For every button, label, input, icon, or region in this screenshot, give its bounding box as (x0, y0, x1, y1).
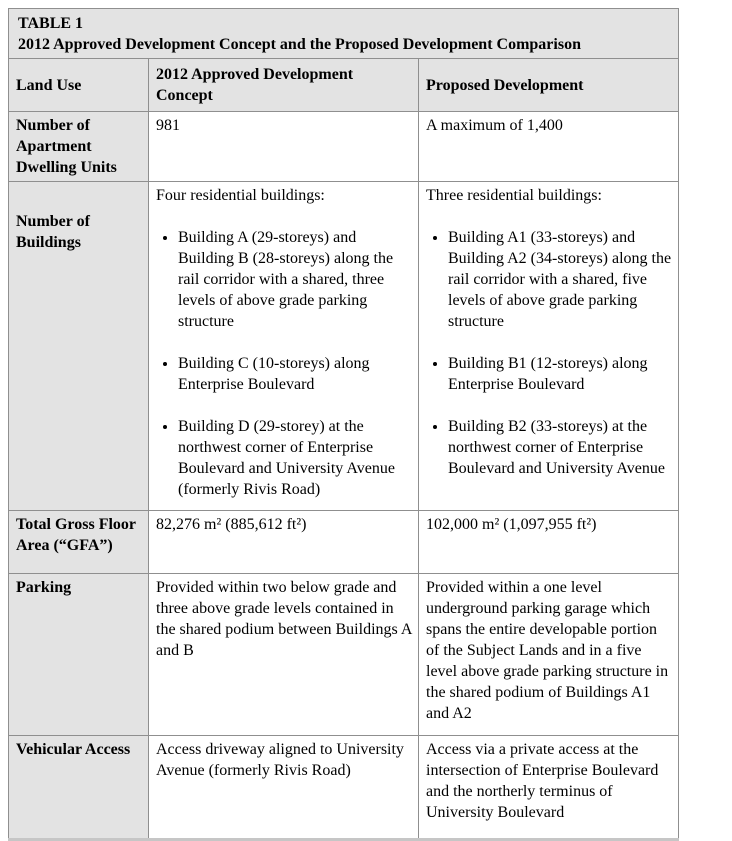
column-header-land-use: Land Use (8, 58, 149, 112)
table-row-parking: Parking Provided within two below grade … (8, 573, 680, 736)
table-header-row: Land Use 2012 Approved Development Conce… (8, 58, 680, 112)
proposed-cell-gross-floor-area: 102,000 m² (1,097,955 ft²) (417, 510, 680, 574)
proposed-buildings-intro: Three residential buildings: (426, 187, 602, 204)
proposed-cell-number-of-buildings: Three residential buildings: Building A1… (417, 181, 680, 511)
proposed-buildings-bullet-list: Building A1 (33-storeys) and Building A2… (426, 227, 672, 479)
row-label-vehicular-access: Vehicular Access (8, 735, 149, 840)
proposed-cell-vehicular-access: Access via a private access at the inter… (417, 735, 680, 840)
proposed-cell-parking: Provided within a one level underground … (417, 573, 680, 736)
row-label-parking: Parking (8, 573, 149, 736)
bullet-item: Building B1 (12-storeys) along Enterpris… (448, 353, 672, 395)
proposed-dwelling-units-value: A maximum of 1,400 (426, 117, 563, 134)
bullet-item: Building C (10-storeys) along Enterprise… (178, 353, 412, 395)
approved-vehicular-access-text: Access driveway aligned to University Av… (156, 741, 404, 779)
approved-cell-vehicular-access: Access driveway aligned to University Av… (148, 735, 419, 840)
row-label-dwelling-units: Number of Apartment Dwelling Units (8, 111, 149, 182)
approved-dwelling-units-value: 981 (156, 117, 180, 134)
table-title-line1: TABLE 1 (18, 15, 84, 32)
approved-buildings-bullet-list: Building A (29-storeys) and Building B (… (156, 227, 412, 500)
approved-cell-number-of-buildings: Four residential buildings: Building A (… (148, 181, 419, 511)
bullet-item: Building A (29-storeys) and Building B (… (178, 227, 412, 332)
row-label-number-of-buildings: Number of Buildings (8, 181, 149, 511)
approved-cell-dwelling-units: 981 (148, 111, 419, 182)
approved-parking-text: Provided within two below grade and thre… (156, 579, 412, 659)
proposed-vehicular-access-text: Access via a private access at the inter… (426, 741, 659, 821)
bullet-item: Building D (29-storey) at the northwest … (178, 416, 412, 500)
table-title-row: TABLE 1 2012 Approved Development Concep… (7, 8, 680, 59)
column-header-proposed-development: Proposed Development (417, 58, 680, 112)
proposed-gfa-value: 102,000 m² (1,097,955 ft²) (426, 516, 597, 533)
proposed-parking-text: Provided within a one level underground … (426, 579, 669, 722)
approved-cell-gross-floor-area: 82,276 m² (885,612 ft²) (148, 510, 419, 574)
table-row-dwelling-units: Number of Apartment Dwelling Units 981 A… (8, 111, 680, 182)
row-label-gross-floor-area: Total Gross Floor Area (“GFA”) (8, 510, 149, 574)
table-row-number-of-buildings: Number of Buildings Four residential bui… (8, 181, 680, 511)
table-row-gross-floor-area: Total Gross Floor Area (“GFA”) 82,276 m²… (8, 510, 680, 574)
proposed-cell-dwelling-units: A maximum of 1,400 (417, 111, 680, 182)
approved-cell-parking: Provided within two below grade and thre… (148, 573, 419, 736)
bullet-item: Building B2 (33-storeys) at the northwes… (448, 416, 672, 479)
approved-gfa-value: 82,276 m² (885,612 ft²) (156, 516, 307, 533)
column-header-approved-development: 2012 Approved Development Concept (148, 58, 419, 112)
comparison-table: TABLE 1 2012 Approved Development Concep… (7, 8, 680, 841)
table-row-vehicular-access: Vehicular Access Access driveway aligned… (8, 735, 680, 840)
table-title-cell: TABLE 1 2012 Approved Development Concep… (7, 8, 680, 59)
table-title-line2: 2012 Approved Development Concept and th… (18, 36, 581, 53)
approved-buildings-intro: Four residential buildings: (156, 187, 325, 204)
bullet-item: Building A1 (33-storeys) and Building A2… (448, 227, 672, 332)
